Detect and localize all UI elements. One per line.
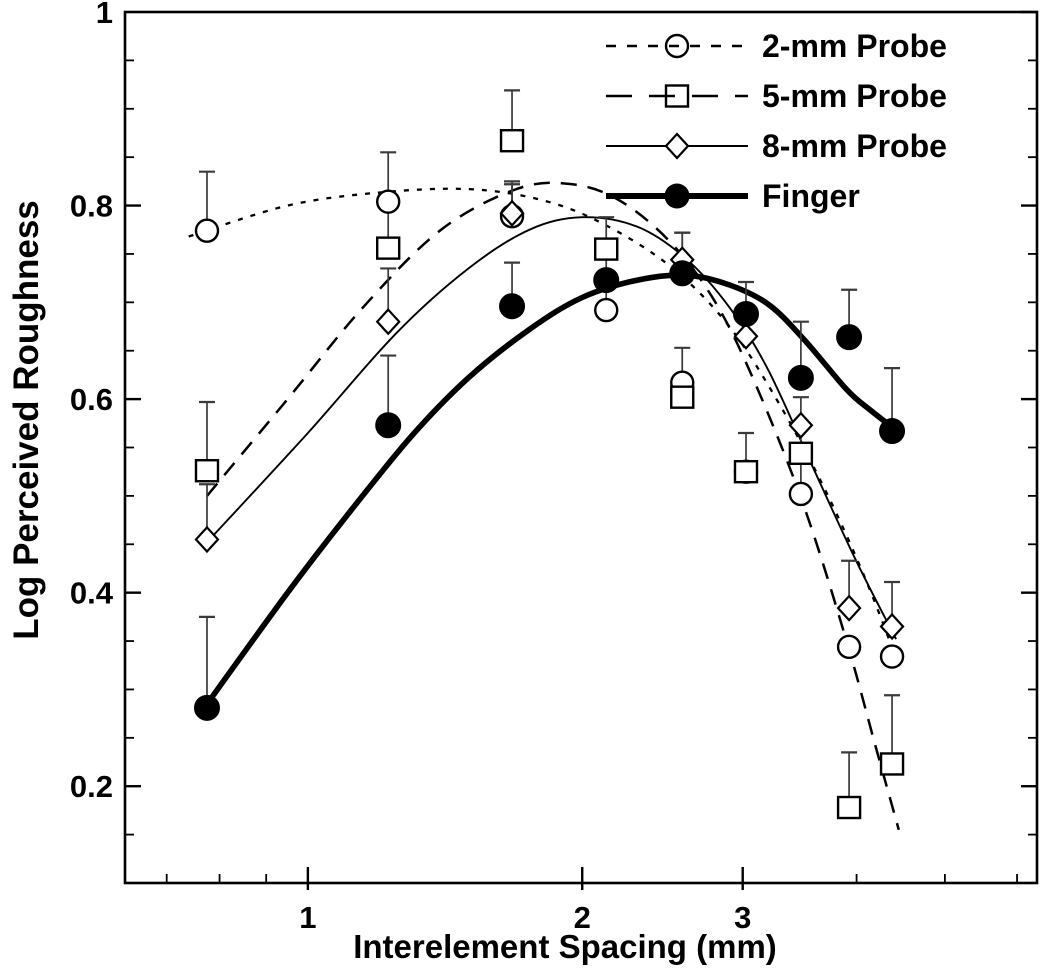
data-point-5-mm-probe [670, 385, 695, 409]
data-point-8-mm-probe [879, 612, 905, 641]
data-point-8-mm-probe [836, 594, 862, 622]
series-5-mm-probe [194, 129, 905, 820]
data-point-8-mm-probe [375, 308, 401, 336]
legend-label: 2-mm Probe [762, 28, 947, 64]
legend-item-8-mm-probe: 8-mm Probe [606, 128, 947, 164]
legend-marker-open-square [664, 84, 690, 108]
y-tick-label: 0.6 [70, 382, 113, 417]
x-tick-label: 2 [574, 900, 591, 935]
data-point-2-mm-probe [836, 634, 862, 660]
legend-item-finger: Finger [606, 178, 860, 214]
fitted-curve-5-mm-probe [206, 181, 901, 831]
legend-item-5-mm-probe: 5-mm Probe [606, 78, 947, 114]
data-point-5-mm-probe [499, 129, 525, 153]
data-point-8-mm-probe [499, 199, 525, 227]
data-point-2-mm-probe [788, 481, 814, 507]
data-point-2-mm-probe [376, 189, 401, 214]
data-point-2-mm-probe [594, 297, 619, 323]
y-axis-title: Log Perceived Roughness [7, 200, 46, 640]
data-point-5-mm-probe [594, 237, 619, 261]
data-point-finger [836, 324, 863, 351]
data-point-finger [879, 418, 906, 445]
data-point-finger [193, 694, 220, 721]
y-tick-label: 0.4 [70, 576, 114, 611]
data-point-5-mm-probe [836, 795, 862, 820]
legend: 2-mm Probe 5-mm Probe 8-mm Probe Finger [606, 28, 947, 214]
legend-label: 5-mm Probe [762, 78, 947, 114]
data-point-finger [732, 300, 759, 327]
data-point-finger [375, 412, 402, 439]
y-tick-label: 1 [96, 0, 113, 30]
data-point-finger [499, 293, 526, 320]
data-point-5-mm-probe [879, 752, 905, 776]
fitted-curve-2-mm-probe [188, 187, 900, 666]
data-point-8-mm-probe [733, 322, 759, 350]
y-tick-label: 0.2 [70, 769, 113, 804]
series-finger [193, 260, 906, 721]
legend-label: Finger [762, 178, 860, 214]
data-point-5-mm-probe [788, 441, 814, 466]
legend-marker-open-circle [664, 33, 690, 59]
data-point-5-mm-probe [733, 459, 759, 484]
data-point-finger [787, 364, 814, 391]
data-point-8-mm-probe [194, 525, 220, 554]
data-point-finger [593, 267, 620, 294]
data-point-finger [669, 260, 696, 287]
data-point-2-mm-probe [879, 644, 905, 669]
x-tick-label: 3 [734, 900, 751, 935]
legend-item-2-mm-probe: 2-mm Probe [606, 28, 947, 64]
legend-marker-filled-circle [664, 183, 690, 209]
y-tick-label: 0.8 [70, 189, 113, 224]
data-point-2-mm-probe [194, 218, 220, 243]
data-point-8-mm-probe [788, 411, 814, 439]
legend-label: 8-mm Probe [762, 128, 947, 164]
legend-marker-open-diamond [664, 132, 690, 160]
fitted-curve-8-mm-probe [206, 216, 897, 640]
x-tick-label: 1 [299, 900, 316, 935]
data-point-5-mm-probe [376, 236, 401, 260]
x-axis-title: Interelement Spacing (mm) [353, 928, 777, 965]
data-point-5-mm-probe [194, 459, 220, 483]
